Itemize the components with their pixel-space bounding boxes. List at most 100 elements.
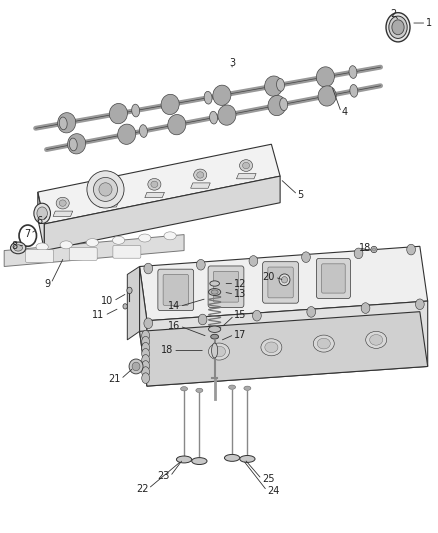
Circle shape xyxy=(197,260,205,270)
Ellipse shape xyxy=(386,13,410,42)
Text: 16: 16 xyxy=(167,321,180,331)
Ellipse shape xyxy=(218,105,236,125)
Ellipse shape xyxy=(211,290,218,294)
Text: 2: 2 xyxy=(391,9,397,19)
Ellipse shape xyxy=(161,94,179,115)
FancyBboxPatch shape xyxy=(263,262,298,303)
Circle shape xyxy=(407,244,416,255)
FancyBboxPatch shape xyxy=(321,264,345,293)
FancyBboxPatch shape xyxy=(316,259,350,298)
Ellipse shape xyxy=(392,20,404,35)
Ellipse shape xyxy=(194,169,207,181)
Ellipse shape xyxy=(366,332,387,349)
Ellipse shape xyxy=(180,386,187,391)
Ellipse shape xyxy=(240,456,255,463)
Text: 14: 14 xyxy=(167,301,180,311)
Text: 6: 6 xyxy=(36,216,42,227)
FancyBboxPatch shape xyxy=(208,266,244,308)
Ellipse shape xyxy=(318,86,336,106)
Circle shape xyxy=(249,256,258,266)
Ellipse shape xyxy=(151,181,158,188)
Polygon shape xyxy=(38,192,44,251)
Text: 11: 11 xyxy=(92,310,105,320)
Ellipse shape xyxy=(69,138,77,151)
Text: 21: 21 xyxy=(108,374,121,384)
Ellipse shape xyxy=(209,111,218,124)
Polygon shape xyxy=(147,301,427,386)
Ellipse shape xyxy=(142,336,150,347)
FancyBboxPatch shape xyxy=(268,267,293,298)
Ellipse shape xyxy=(132,104,140,117)
Ellipse shape xyxy=(14,245,22,251)
Ellipse shape xyxy=(244,386,251,390)
Ellipse shape xyxy=(14,245,26,253)
Text: 20: 20 xyxy=(262,272,275,282)
Ellipse shape xyxy=(204,91,212,104)
Ellipse shape xyxy=(212,346,226,357)
Polygon shape xyxy=(127,266,140,340)
Polygon shape xyxy=(38,144,280,224)
Circle shape xyxy=(302,252,311,262)
Ellipse shape xyxy=(208,326,221,333)
Ellipse shape xyxy=(208,288,221,295)
FancyBboxPatch shape xyxy=(158,269,194,311)
Polygon shape xyxy=(191,183,210,188)
Ellipse shape xyxy=(177,456,192,463)
Circle shape xyxy=(361,303,370,313)
Ellipse shape xyxy=(36,243,48,251)
Ellipse shape xyxy=(208,343,230,360)
Ellipse shape xyxy=(132,362,140,370)
Polygon shape xyxy=(4,235,184,266)
FancyBboxPatch shape xyxy=(163,274,188,305)
Text: 4: 4 xyxy=(341,107,347,117)
Ellipse shape xyxy=(229,385,236,389)
FancyBboxPatch shape xyxy=(25,249,53,262)
Ellipse shape xyxy=(110,103,127,124)
Text: 1: 1 xyxy=(426,18,432,28)
Ellipse shape xyxy=(59,200,66,206)
Polygon shape xyxy=(237,174,256,179)
Circle shape xyxy=(354,248,363,259)
Ellipse shape xyxy=(59,117,67,130)
Ellipse shape xyxy=(213,85,231,106)
Polygon shape xyxy=(44,176,280,251)
Ellipse shape xyxy=(197,172,204,178)
Ellipse shape xyxy=(127,287,132,294)
Text: 18: 18 xyxy=(359,243,371,253)
Ellipse shape xyxy=(240,160,253,172)
Ellipse shape xyxy=(196,388,203,392)
Text: 9: 9 xyxy=(45,279,51,288)
Ellipse shape xyxy=(212,343,218,358)
Polygon shape xyxy=(140,246,427,321)
Ellipse shape xyxy=(105,190,112,197)
Ellipse shape xyxy=(56,197,69,209)
Circle shape xyxy=(307,306,315,317)
Circle shape xyxy=(253,310,261,321)
Ellipse shape xyxy=(317,338,330,349)
Polygon shape xyxy=(140,312,427,386)
Ellipse shape xyxy=(370,335,383,345)
FancyBboxPatch shape xyxy=(113,246,141,258)
Text: 23: 23 xyxy=(158,472,170,481)
Ellipse shape xyxy=(37,207,47,220)
Ellipse shape xyxy=(11,242,26,254)
Ellipse shape xyxy=(60,241,72,249)
Text: 18: 18 xyxy=(161,345,173,356)
Circle shape xyxy=(198,314,207,325)
Ellipse shape xyxy=(211,334,219,339)
Ellipse shape xyxy=(102,188,115,199)
Ellipse shape xyxy=(279,274,290,286)
Polygon shape xyxy=(53,211,73,216)
Ellipse shape xyxy=(86,239,99,247)
Circle shape xyxy=(416,299,424,310)
Ellipse shape xyxy=(276,78,284,91)
Ellipse shape xyxy=(268,95,286,116)
Ellipse shape xyxy=(142,354,150,365)
Ellipse shape xyxy=(129,359,143,374)
Polygon shape xyxy=(140,266,147,386)
Ellipse shape xyxy=(142,367,150,377)
Ellipse shape xyxy=(142,349,150,359)
Ellipse shape xyxy=(350,85,358,97)
Polygon shape xyxy=(145,192,164,198)
Ellipse shape xyxy=(148,179,161,190)
